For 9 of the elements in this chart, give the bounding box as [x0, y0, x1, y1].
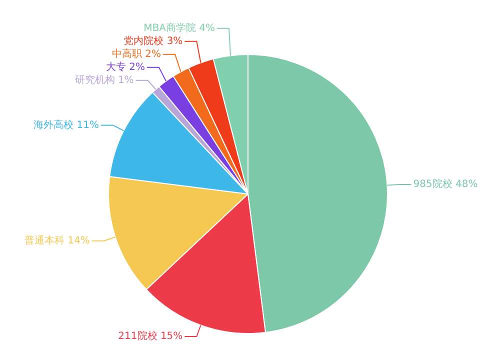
slice-label: 985院校 48% [413, 178, 478, 190]
slice-label: 大专 2% [106, 60, 145, 73]
slice-label: 211院校 15% [118, 330, 183, 342]
slice-label: 党内院校 3% [124, 34, 183, 47]
slice-label: 海外高校 11% [34, 118, 100, 131]
slice-label: 研究机构 1% [74, 74, 134, 86]
slice-label: 普通本科 14% [24, 234, 90, 246]
slice-label: 中高职 2% [112, 48, 162, 60]
slice-label: MBA商学院 4% [144, 22, 216, 34]
